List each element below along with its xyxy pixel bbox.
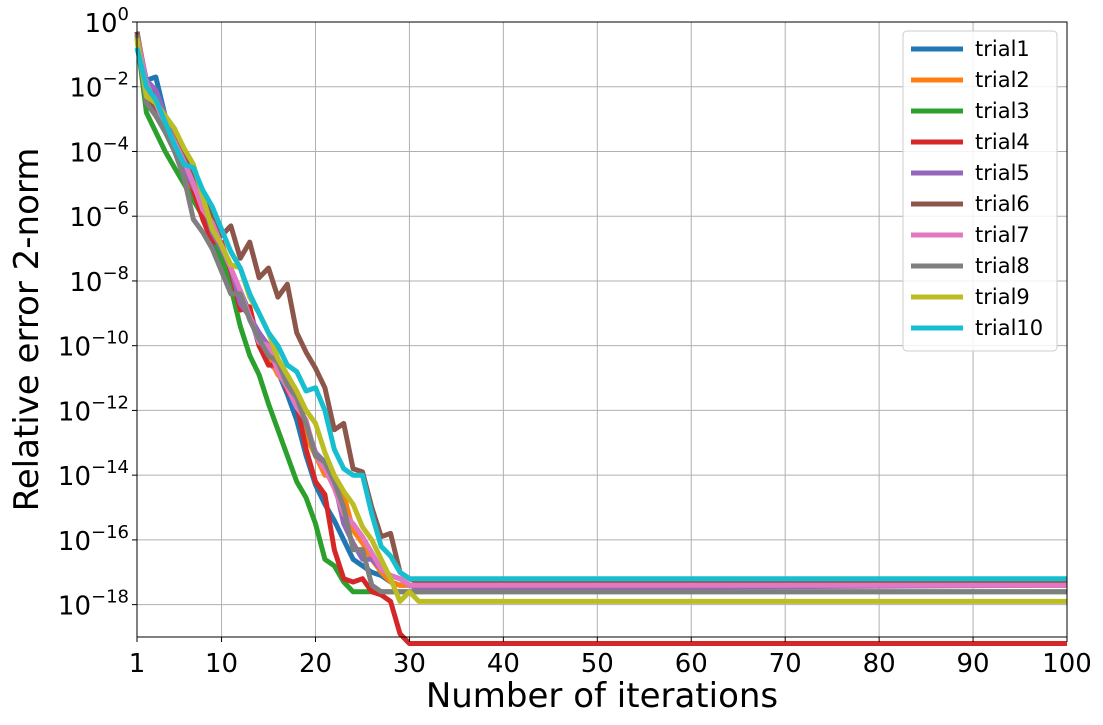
x-tick-label: 30 <box>393 649 426 679</box>
y-axis-label: Relative error 2-norm <box>7 148 47 512</box>
x-axis-label: Number of iterations <box>426 676 778 716</box>
x-tick-label: 10 <box>205 649 238 679</box>
x-tick-label: 100 <box>1042 649 1092 679</box>
y-tick-label: 10−18 <box>58 587 129 622</box>
legend-label: trial1 <box>975 37 1030 61</box>
y-tick-label: 10−14 <box>58 457 129 492</box>
legend-label: trial2 <box>975 68 1030 92</box>
x-tick-label: 1 <box>129 649 146 679</box>
x-tick-label: 90 <box>957 649 990 679</box>
x-tick-label: 20 <box>299 649 332 679</box>
x-tick-label: 80 <box>863 649 896 679</box>
y-tick-label: 100 <box>84 4 129 39</box>
x-tick-label: 50 <box>581 649 614 679</box>
y-tick-label: 10−8 <box>69 263 129 298</box>
legend-label: trial3 <box>975 99 1030 123</box>
legend-label: trial4 <box>975 130 1030 154</box>
legend-label: trial7 <box>975 223 1030 247</box>
series-line-trial9 <box>134 37 1067 604</box>
plot-frame <box>136 21 1068 638</box>
y-tick-label: 10−10 <box>58 328 129 363</box>
legend-label: trial5 <box>975 161 1030 185</box>
series-line-trial10 <box>134 47 1067 582</box>
series-layer <box>134 31 1068 646</box>
x-axis-ticks: 1 10 20 30 40 50 60 70 80 90 100 <box>129 637 1092 679</box>
y-tick-label: 10−6 <box>69 198 129 233</box>
legend-label: trial8 <box>975 254 1030 278</box>
legend-label: trial10 <box>975 316 1043 340</box>
legend: trial1 trial2 trial3 trial4 trial5 trial6 tria… <box>902 30 1058 352</box>
y-tick-label: 10−2 <box>69 69 129 104</box>
x-tick-label: 40 <box>487 649 520 679</box>
y-tick-label: 10−12 <box>58 392 129 427</box>
x-tick-label: 60 <box>675 649 708 679</box>
y-axis-ticks: 100 10−2 10−4 10−6 10−8 10−10 10−12 10−14 10−16 1… <box>58 4 137 622</box>
y-tick-label: 10−4 <box>69 133 129 168</box>
x-tick-label: 70 <box>769 649 802 679</box>
y-tick-label: 10−16 <box>58 522 129 557</box>
legend-label: trial6 <box>975 192 1030 216</box>
series-line-trial8 <box>134 34 1067 595</box>
legend-label: trial9 <box>975 285 1030 309</box>
